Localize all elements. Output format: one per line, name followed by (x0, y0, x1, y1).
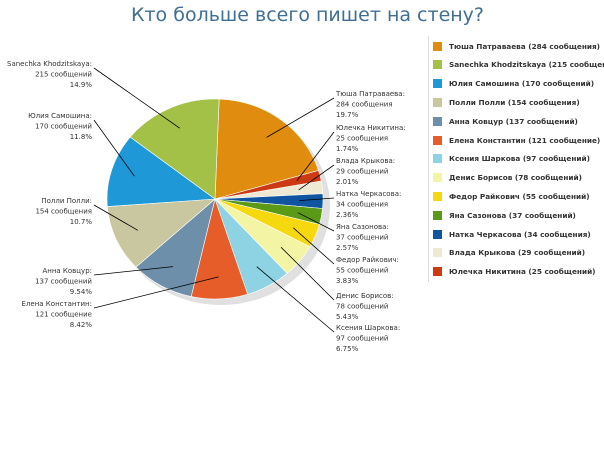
leader-line (93, 119, 135, 177)
slice-label: Влада Крыкова: 29 сообщений 2.01% (336, 157, 395, 186)
slice-label: Федор Райкович: 55 сообщений 3.83% (336, 256, 399, 285)
legend-label: Sanechka Khodzitskaya (215 сообщений) (449, 60, 604, 70)
slice-label: Яна Сазонова: 37 сообщений 2.57% (336, 223, 389, 252)
leader-line (298, 164, 335, 191)
legend-label: Анна Ковцур (137 сообщений) (449, 116, 578, 126)
legend-item: Полли Полли (154 сообщения) (433, 95, 580, 109)
leader-line (297, 212, 335, 232)
pie-slice (214, 98, 319, 200)
slice-label: Елена Константин: 121 сообщение 8.42% (22, 300, 93, 329)
legend-item: Елена Константин (121 сообщение) (433, 133, 600, 147)
slice-label: Юлия Самошина: 170 сообщений 11.8% (28, 112, 92, 141)
legend-label: Тюша Патраваева (284 сообщения) (449, 41, 601, 51)
slice-label: Натка Черкасова: 34 сообщения 2.36% (336, 190, 401, 219)
legend-item: Натка Черкасова (34 сообщения) (433, 227, 591, 241)
legend-swatch (433, 267, 442, 277)
legend-label: Юлечка Никитина (25 сообщений) (449, 267, 596, 277)
legend-item: Юлия Самошина (170 сообщений) (433, 77, 594, 91)
pie-slice (106, 136, 216, 207)
leader-line (93, 204, 139, 231)
legend-item: Денис Борисов (78 сообщений) (433, 171, 582, 185)
legend-label: Яна Сазонова (37 сообщений) (449, 210, 576, 220)
pie-slice (129, 98, 220, 200)
legend-swatch (433, 210, 442, 220)
legend-swatch (433, 97, 442, 107)
pie-chart: Тюша Патраваева: 284 сообщения 19.7% Юлечка… (7, 60, 406, 353)
leader-line (266, 97, 335, 138)
legend-item: Юлечка Никитина (25 сообщений) (433, 265, 596, 279)
leader-line (299, 197, 335, 201)
legend-label: Денис Борисов (78 сообщений) (449, 173, 582, 183)
leader-line (93, 67, 180, 129)
legend-swatch (433, 229, 442, 239)
legend-swatch (433, 116, 442, 126)
leader-line (93, 276, 219, 309)
legend: Тюша Патраваева (284 сообщения) Sanechka … (428, 36, 604, 282)
slice-label: Ксения Шаркова: 97 сообщений 6.75% (336, 324, 400, 353)
legend-swatch (433, 41, 442, 51)
leader-line (293, 227, 335, 265)
slice-label: Юлечка Никитина: 25 сообщения 1.74% (336, 124, 406, 153)
legend-item: Sanechka Khodzitskaya (215 сообщений) (433, 58, 604, 72)
leader-line (93, 266, 174, 276)
legend-item: Яна Сазонова (37 сообщений) (433, 208, 576, 222)
slice-label: Тюша Патраваева: 284 сообщения 19.7% (335, 90, 405, 119)
legend-item: Федор Райкович (55 сообщений) (433, 189, 590, 203)
legend-label: Елена Константин (121 сообщение) (449, 135, 601, 145)
legend-swatch (433, 173, 442, 183)
slice-label: Денис Борисов: 78 сообщений 5.43% (336, 292, 394, 321)
legend-item: Тюша Патраваева (284 сообщения) (433, 39, 600, 53)
slice-label: Анна Ковцур: 137 сообщений 9.54% (35, 267, 92, 296)
legend-swatch (433, 191, 442, 201)
leader-line (256, 266, 335, 333)
legend-item: Анна Ковцур (137 сообщений) (433, 114, 578, 128)
legend-swatch (433, 248, 442, 258)
legend-label: Ксения Шаркова (97 сообщений) (449, 154, 590, 164)
legend-item: Влада Крыкова (29 сообщений) (433, 246, 585, 260)
legend-label: Федор Райкович (55 сообщений) (449, 191, 590, 201)
legend-swatch (433, 60, 442, 70)
leader-line (280, 247, 335, 301)
legend-label: Полли Полли (154 сообщения) (449, 97, 580, 107)
legend-label: Юлия Самошина (170 сообщений) (449, 79, 595, 89)
legend-swatch (433, 79, 442, 89)
legend-swatch (433, 135, 442, 145)
slice-label: Sanechka Khodzitskaya: 215 сообщений 14.9% (7, 60, 92, 89)
chart-title: Кто больше всего пишет на стену? (131, 4, 485, 26)
legend-item: Ксения Шаркова (97 сообщений) (433, 152, 590, 166)
slice-label: Полли Полли: 154 сообщения 10.7% (35, 197, 92, 226)
pie-slice (106, 198, 216, 268)
legend-label: Натка Черкасова (34 сообщения) (449, 229, 591, 239)
legend-swatch (433, 154, 442, 164)
leader-line (296, 131, 335, 182)
legend-label: Влада Крыкова (29 сообщений) (449, 248, 586, 258)
